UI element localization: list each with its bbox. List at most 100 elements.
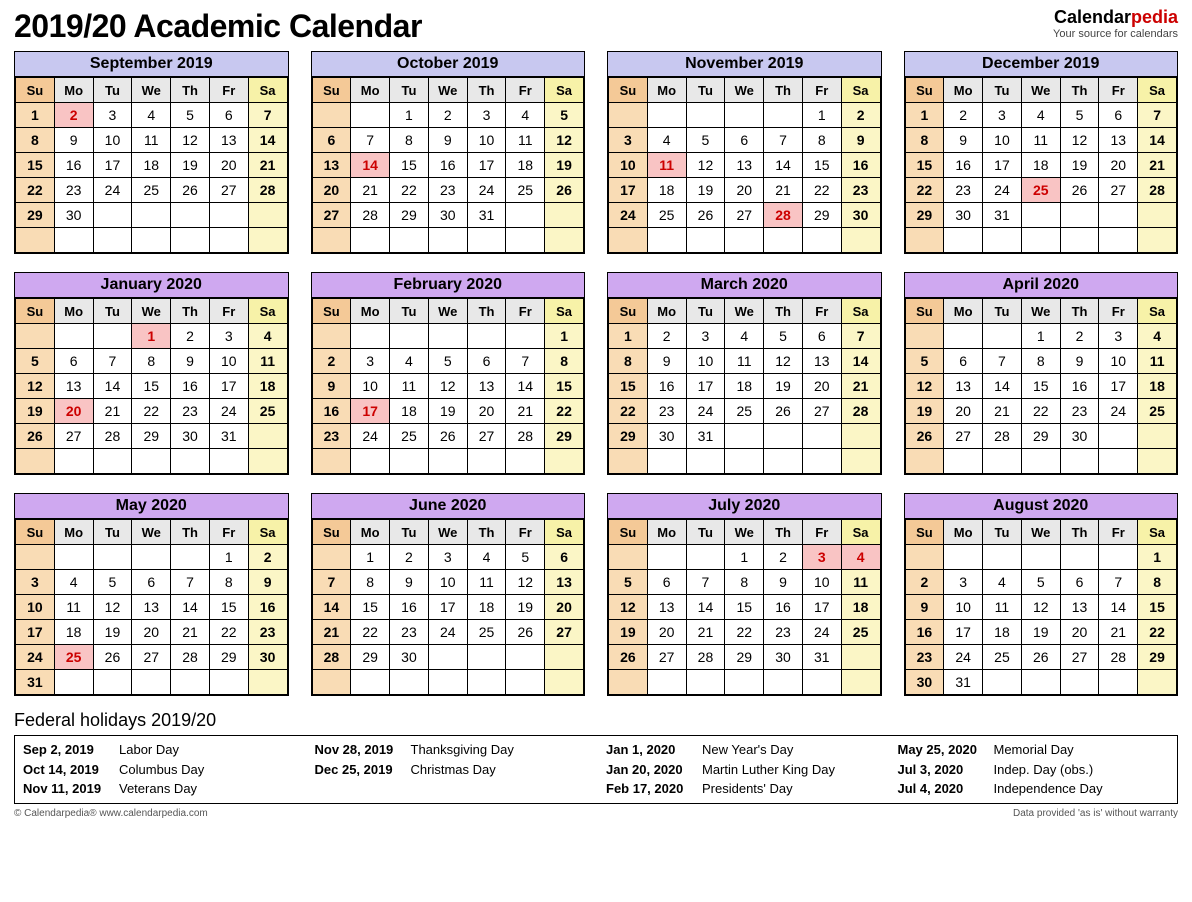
day-cell: 9	[312, 374, 351, 399]
day-header: We	[132, 520, 171, 545]
day-header: Th	[764, 299, 803, 324]
day-cell: 11	[132, 128, 171, 153]
day-cell: 23	[171, 399, 210, 424]
day-cell: 10	[428, 570, 467, 595]
day-cell: 17	[209, 374, 248, 399]
day-cell: 6	[132, 570, 171, 595]
day-cell: 24	[428, 620, 467, 645]
day-cell: 30	[171, 424, 210, 449]
empty-cell	[647, 545, 686, 570]
month-title: March 2020	[608, 273, 881, 298]
month-block: September 2019SuMoTuWeThFrSa123456789101…	[14, 51, 289, 254]
empty-cell	[132, 203, 171, 228]
month-table: SuMoTuWeThFrSa12345678910111213141516171…	[608, 77, 881, 253]
day-cell: 21	[1099, 620, 1138, 645]
empty-cell	[93, 228, 132, 253]
empty-cell	[93, 670, 132, 695]
day-cell: 11	[1021, 128, 1060, 153]
empty-cell	[545, 203, 584, 228]
day-cell: 16	[428, 153, 467, 178]
day-cell: 15	[1138, 595, 1177, 620]
month-block: April 2020SuMoTuWeThFrSa1234567891011121…	[904, 272, 1179, 475]
day-cell: 14	[93, 374, 132, 399]
day-header: Fr	[506, 520, 545, 545]
day-cell: 4	[132, 103, 171, 128]
empty-cell	[725, 424, 764, 449]
day-cell: 30	[54, 203, 93, 228]
day-cell: 21	[764, 178, 803, 203]
empty-cell	[545, 645, 584, 670]
empty-cell	[983, 449, 1022, 474]
day-cell: 1	[209, 545, 248, 570]
holiday-date: May 25, 2020	[898, 740, 984, 760]
month-table: SuMoTuWeThFrSa12345678910111213141516171…	[15, 298, 288, 474]
day-header: Sa	[841, 299, 880, 324]
day-cell: 4	[467, 545, 506, 570]
day-cell: 28	[1099, 645, 1138, 670]
empty-cell	[1060, 670, 1099, 695]
empty-cell	[609, 545, 648, 570]
day-cell: 6	[647, 570, 686, 595]
day-header: We	[725, 78, 764, 103]
day-cell: 31	[944, 670, 983, 695]
day-cell: 14	[841, 349, 880, 374]
day-header: We	[132, 78, 171, 103]
day-cell: 14	[764, 153, 803, 178]
empty-cell	[1021, 670, 1060, 695]
day-cell: 22	[802, 178, 841, 203]
empty-cell	[248, 228, 287, 253]
empty-cell	[905, 228, 944, 253]
empty-cell	[944, 324, 983, 349]
day-cell: 31	[467, 203, 506, 228]
day-cell: 2	[54, 103, 93, 128]
day-cell: 3	[802, 545, 841, 570]
day-cell: 23	[54, 178, 93, 203]
day-header: Sa	[1138, 299, 1177, 324]
day-cell: 29	[802, 203, 841, 228]
day-header: Tu	[983, 299, 1022, 324]
empty-cell	[545, 449, 584, 474]
month-table: SuMoTuWeThFrSa12345678910111213141516171…	[312, 519, 585, 695]
day-cell: 2	[248, 545, 287, 570]
day-cell: 6	[725, 128, 764, 153]
day-cell: 9	[54, 128, 93, 153]
day-cell: 3	[16, 570, 55, 595]
day-header: Su	[609, 299, 648, 324]
day-cell: 8	[1021, 349, 1060, 374]
holiday-date: Feb 17, 2020	[606, 779, 692, 799]
day-cell: 4	[390, 349, 429, 374]
day-header: Tu	[390, 520, 429, 545]
empty-cell	[1060, 545, 1099, 570]
day-cell: 28	[312, 645, 351, 670]
day-cell: 17	[1099, 374, 1138, 399]
empty-cell	[545, 228, 584, 253]
day-cell: 12	[686, 153, 725, 178]
day-cell: 3	[944, 570, 983, 595]
day-cell: 11	[54, 595, 93, 620]
day-cell: 13	[647, 595, 686, 620]
holiday-row: Jul 3, 2020Indep. Day (obs.)	[898, 760, 1170, 780]
day-cell: 12	[545, 128, 584, 153]
day-cell: 11	[725, 349, 764, 374]
holiday-name: Veterans Day	[119, 779, 197, 799]
empty-cell	[1138, 228, 1177, 253]
day-header: Th	[467, 299, 506, 324]
day-cell: 2	[944, 103, 983, 128]
day-cell: 11	[647, 153, 686, 178]
day-header: Sa	[545, 78, 584, 103]
day-cell: 5	[764, 324, 803, 349]
day-header: Su	[16, 78, 55, 103]
month-title: June 2020	[312, 494, 585, 519]
empty-cell	[1099, 228, 1138, 253]
day-cell: 8	[16, 128, 55, 153]
day-cell: 23	[428, 178, 467, 203]
empty-cell	[132, 545, 171, 570]
empty-cell	[802, 449, 841, 474]
day-cell: 22	[132, 399, 171, 424]
day-cell: 5	[905, 349, 944, 374]
day-header: Tu	[686, 78, 725, 103]
day-cell: 14	[506, 374, 545, 399]
empty-cell	[171, 670, 210, 695]
empty-cell	[16, 545, 55, 570]
day-cell: 3	[351, 349, 390, 374]
